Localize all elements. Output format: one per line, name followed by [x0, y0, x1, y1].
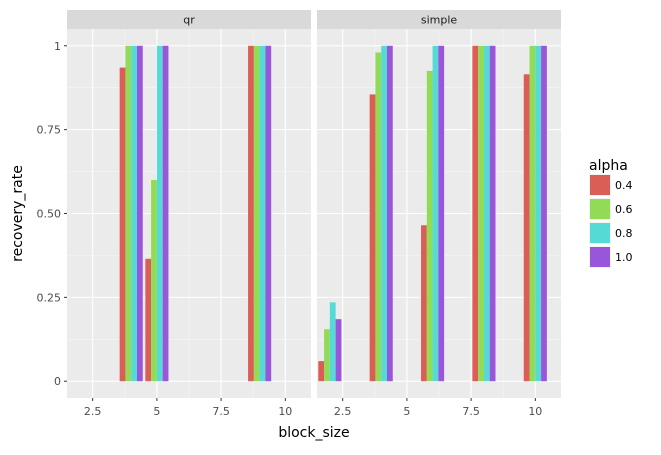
facet-strip-qr — [67, 10, 311, 29]
bar-qr-x9-alpha-0.4 — [248, 45, 254, 382]
bar-simple-x2-alpha-0.8 — [329, 302, 336, 382]
bar-simple-x4-alpha-0.6 — [375, 52, 382, 382]
bar-qr-x5-alpha-0.6 — [151, 179, 157, 382]
x-tick-label: 5 — [403, 405, 410, 418]
x-tick-label: 7.5 — [212, 405, 230, 418]
bar-qr-x5-alpha-0.8 — [156, 45, 163, 382]
bar-simple-x2-alpha-1.0 — [335, 319, 342, 382]
bar-simple-x10-alpha-0.4 — [523, 74, 530, 382]
bar-qr-x9-alpha-1.0 — [265, 45, 272, 382]
bar-qr-x4-alpha-1.0 — [136, 45, 143, 382]
x-tick-label: 10 — [528, 405, 542, 418]
bar-simple-x2-alpha-0.4 — [318, 361, 325, 382]
y-tick-label: 1 — [54, 40, 61, 53]
legend-label: 0.6 — [615, 203, 633, 216]
legend-key-swatch-0.6 — [590, 199, 610, 219]
bar-simple-x6-alpha-0.8 — [432, 45, 439, 382]
bar-simple-x6-alpha-1.0 — [438, 45, 445, 382]
facet-strip-simple — [317, 10, 561, 29]
legend-label: 0.4 — [615, 179, 633, 192]
y-tick-label: 0.75 — [37, 124, 62, 137]
x-tick-label: 2.5 — [84, 405, 102, 418]
y-tick-label: 0.25 — [37, 291, 62, 304]
legend-label: 0.8 — [615, 227, 633, 240]
legend-title: alpha — [589, 158, 628, 174]
x-tick-label: 5 — [153, 405, 160, 418]
facet-strip-label-qr: qr — [183, 14, 195, 27]
bar-simple-x4-alpha-0.4 — [369, 94, 376, 382]
bar-simple-x10-alpha-0.8 — [535, 45, 542, 382]
bar-simple-x4-alpha-0.8 — [381, 45, 387, 382]
bar-qr-x4-alpha-0.4 — [119, 67, 126, 382]
x-tick-label: 7.5 — [462, 405, 480, 418]
bar-simple-x2-alpha-0.6 — [324, 329, 330, 382]
bar-simple-x10-alpha-0.6 — [529, 45, 536, 382]
bar-simple-x6-alpha-0.4 — [421, 225, 427, 382]
x-tick-label: 2.5 — [334, 405, 352, 418]
bar-qr-x5-alpha-0.4 — [145, 258, 152, 382]
y-tick-label: 0.50 — [37, 208, 62, 221]
bar-simple-x10-alpha-1.0 — [541, 45, 547, 382]
legend-key-swatch-0.4 — [590, 175, 610, 195]
y-axis-title: recovery_rate — [10, 165, 26, 262]
bar-simple-x8-alpha-0.4 — [472, 45, 479, 382]
legend-label: 1.0 — [615, 251, 633, 264]
y-tick-label: 0 — [54, 375, 61, 388]
x-tick-label: 10 — [278, 405, 292, 418]
facet-strip-label-simple: simple — [421, 14, 458, 27]
bar-qr-x9-alpha-0.6 — [253, 45, 260, 382]
legend-key-swatch-0.8 — [590, 223, 610, 243]
legend-key-swatch-1.0 — [590, 247, 610, 267]
bar-qr-x4-alpha-0.8 — [131, 45, 137, 382]
bar-qr-x4-alpha-0.6 — [125, 45, 132, 382]
bar-qr-x5-alpha-1.0 — [162, 45, 169, 382]
bar-simple-x6-alpha-0.6 — [426, 70, 433, 382]
bar-qr-x9-alpha-0.8 — [259, 45, 266, 382]
bar-simple-x8-alpha-0.6 — [478, 45, 484, 382]
bar-simple-x8-alpha-1.0 — [489, 45, 496, 382]
x-axis-title: block_size — [278, 425, 349, 441]
bar-simple-x4-alpha-1.0 — [386, 45, 393, 382]
bar-simple-x8-alpha-0.8 — [483, 45, 490, 382]
